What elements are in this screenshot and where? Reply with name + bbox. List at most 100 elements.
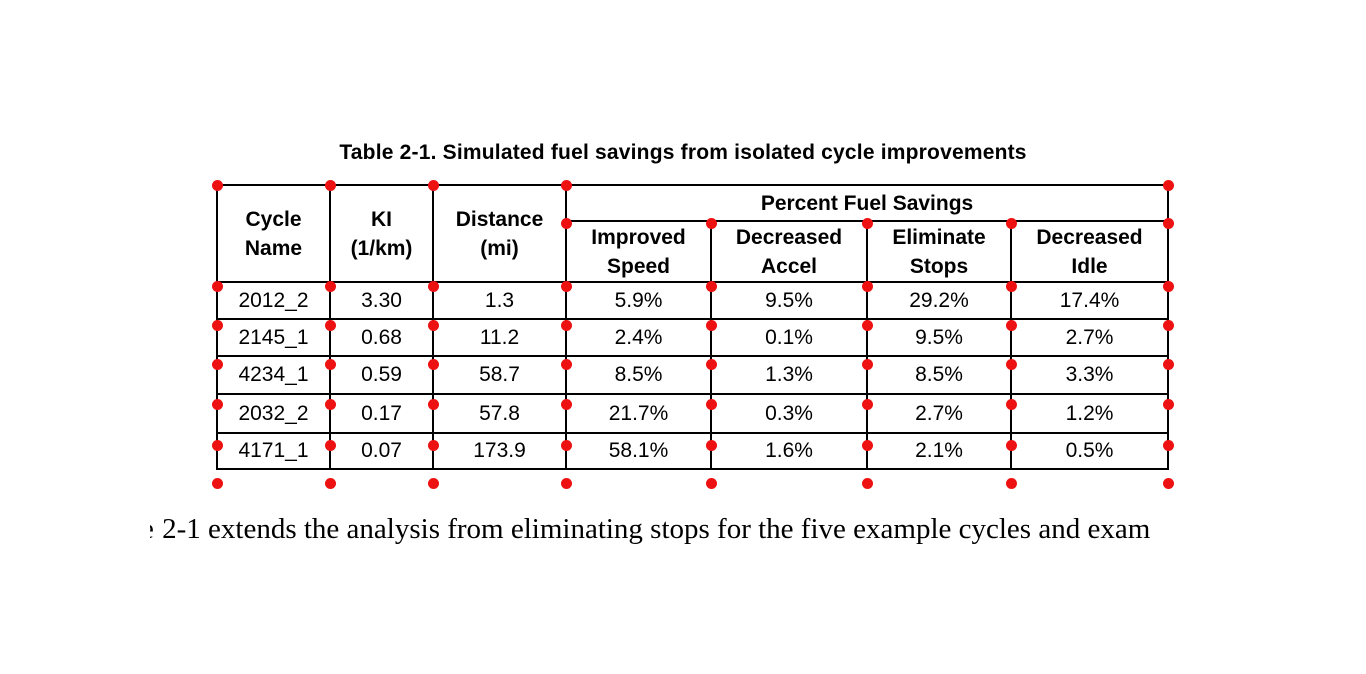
- table-cell: 2.7%: [1009, 318, 1170, 357]
- grid-dot[interactable]: [324, 439, 336, 451]
- table-cell: 8.5%: [565, 355, 712, 395]
- grid-dot[interactable]: [560, 319, 572, 331]
- grid-dot[interactable]: [211, 280, 223, 292]
- grid-dot[interactable]: [560, 398, 572, 410]
- table-cell: 57.8: [432, 393, 567, 434]
- grid-dot[interactable]: [1005, 439, 1017, 451]
- grid-dot[interactable]: [705, 319, 717, 331]
- grid-dot[interactable]: [211, 358, 223, 370]
- grid-dot[interactable]: [324, 319, 336, 331]
- grid-dot[interactable]: [1162, 358, 1174, 370]
- grid-dot[interactable]: [560, 179, 572, 191]
- table-cell: 9.5%: [710, 281, 868, 320]
- grid-dot[interactable]: [1162, 477, 1174, 489]
- grid-dot[interactable]: [211, 179, 223, 191]
- table-cell: 17.4%: [1009, 281, 1170, 320]
- table-cell: 21.7%: [565, 393, 712, 434]
- grid-dot[interactable]: [861, 439, 873, 451]
- grid-dot[interactable]: [861, 319, 873, 331]
- grid-dot[interactable]: [324, 358, 336, 370]
- table-cell: 3.30: [329, 281, 434, 320]
- table-cell: 9.5%: [866, 318, 1012, 357]
- clipped-word-fragment: e: [141, 513, 154, 545]
- grid-dot[interactable]: [1162, 439, 1174, 451]
- table-caption: Table 2-1. Simulated fuel savings from i…: [339, 141, 1027, 164]
- table-cell: 1.6%: [710, 432, 868, 470]
- grid-dot[interactable]: [705, 477, 717, 489]
- grid-dot[interactable]: [1005, 319, 1017, 331]
- table-cell: 2.4%: [565, 318, 712, 357]
- grid-dot[interactable]: [324, 179, 336, 191]
- grid-dot[interactable]: [324, 280, 336, 292]
- grid-dot[interactable]: [427, 319, 439, 331]
- grid-dot[interactable]: [324, 477, 336, 489]
- grid-dot[interactable]: [211, 439, 223, 451]
- table-cell: 5.9%: [565, 281, 712, 320]
- grid-dot[interactable]: [705, 358, 717, 370]
- table-header: Cycle Name KI (1/km) Distance (mi) Perce…: [216, 184, 1170, 283]
- table-cell: 0.68: [329, 318, 434, 357]
- col-header-eliminate-stops: Eliminate Stops: [866, 220, 1012, 283]
- grid-dot[interactable]: [427, 477, 439, 489]
- grid-dot[interactable]: [1162, 179, 1174, 191]
- table-cell: 0.17: [329, 393, 434, 434]
- table-cell: 58.1%: [565, 432, 712, 470]
- grid-dot[interactable]: [560, 358, 572, 370]
- paragraph-text: 2-1 extends the analysis from eliminatin…: [162, 513, 1151, 545]
- grid-dot[interactable]: [1162, 398, 1174, 410]
- grid-dot[interactable]: [1162, 280, 1174, 292]
- grid-dot[interactable]: [861, 477, 873, 489]
- header-row-group: Cycle Name KI (1/km) Distance (mi) Perce…: [216, 184, 1170, 283]
- table-cell: 29.2%: [866, 281, 1012, 320]
- grid-dot[interactable]: [427, 179, 439, 191]
- grid-dot[interactable]: [427, 280, 439, 292]
- grid-dot[interactable]: [861, 280, 873, 292]
- grid-dot[interactable]: [427, 398, 439, 410]
- grid-dot[interactable]: [1005, 398, 1017, 410]
- grid-dot[interactable]: [211, 319, 223, 331]
- table-cell: 4234_1: [216, 355, 331, 395]
- table-cell: 2.7%: [866, 393, 1012, 434]
- grid-dot[interactable]: [427, 439, 439, 451]
- grid-dot[interactable]: [1162, 319, 1174, 331]
- grid-dot[interactable]: [560, 439, 572, 451]
- grid-dot[interactable]: [705, 217, 717, 229]
- table-cell: 0.3%: [710, 393, 868, 434]
- grid-dot[interactable]: [861, 398, 873, 410]
- grid-dot[interactable]: [560, 477, 572, 489]
- grid-dot[interactable]: [211, 477, 223, 489]
- table-cell: 2012_2: [216, 281, 331, 320]
- grid-dot[interactable]: [705, 398, 717, 410]
- table-cell: 3.3%: [1009, 355, 1170, 395]
- grid-dot[interactable]: [861, 217, 873, 229]
- grid-dot[interactable]: [705, 439, 717, 451]
- grid-dot[interactable]: [324, 398, 336, 410]
- table-row: 2012_2 3.30 1.3 5.9% 9.5% 29.2% 17.4%: [216, 281, 1170, 320]
- grid-dot[interactable]: [560, 217, 572, 229]
- table-row: 4171_1 0.07 173.9 58.1% 1.6% 2.1% 0.5%: [216, 432, 1170, 470]
- col-header-decreased-accel: Decreased Accel: [710, 220, 868, 283]
- grid-dot[interactable]: [1005, 477, 1017, 489]
- grid-dot[interactable]: [1005, 217, 1017, 229]
- fuel-savings-table: Cycle Name KI (1/km) Distance (mi) Perce…: [216, 184, 1170, 470]
- grid-dot[interactable]: [211, 398, 223, 410]
- body-paragraph: e 2-1 extends the analysis from eliminat…: [149, 510, 1150, 548]
- grid-dot[interactable]: [560, 280, 572, 292]
- col-header-decreased-idle: Decreased Idle: [1009, 220, 1170, 283]
- col-header-distance: Distance (mi): [432, 184, 567, 283]
- table-cell: 2.1%: [866, 432, 1012, 470]
- table-cell: 173.9: [432, 432, 567, 470]
- table-row: 4234_1 0.59 58.7 8.5% 1.3% 8.5% 3.3%: [216, 355, 1170, 395]
- grid-dot[interactable]: [1162, 217, 1174, 229]
- table-cell: 1.3%: [710, 355, 868, 395]
- grid-dot[interactable]: [1005, 280, 1017, 292]
- grid-dot[interactable]: [705, 280, 717, 292]
- header-row-sub: Improved Speed Decreased Accel Eliminate…: [217, 220, 1170, 283]
- col-header-ki: KI (1/km): [329, 184, 434, 283]
- grid-dot[interactable]: [427, 358, 439, 370]
- grid-dot[interactable]: [1005, 358, 1017, 370]
- table-cell: 0.59: [329, 355, 434, 395]
- grid-dot[interactable]: [861, 358, 873, 370]
- table-row: 2145_1 0.68 11.2 2.4% 0.1% 9.5% 2.7%: [216, 318, 1170, 357]
